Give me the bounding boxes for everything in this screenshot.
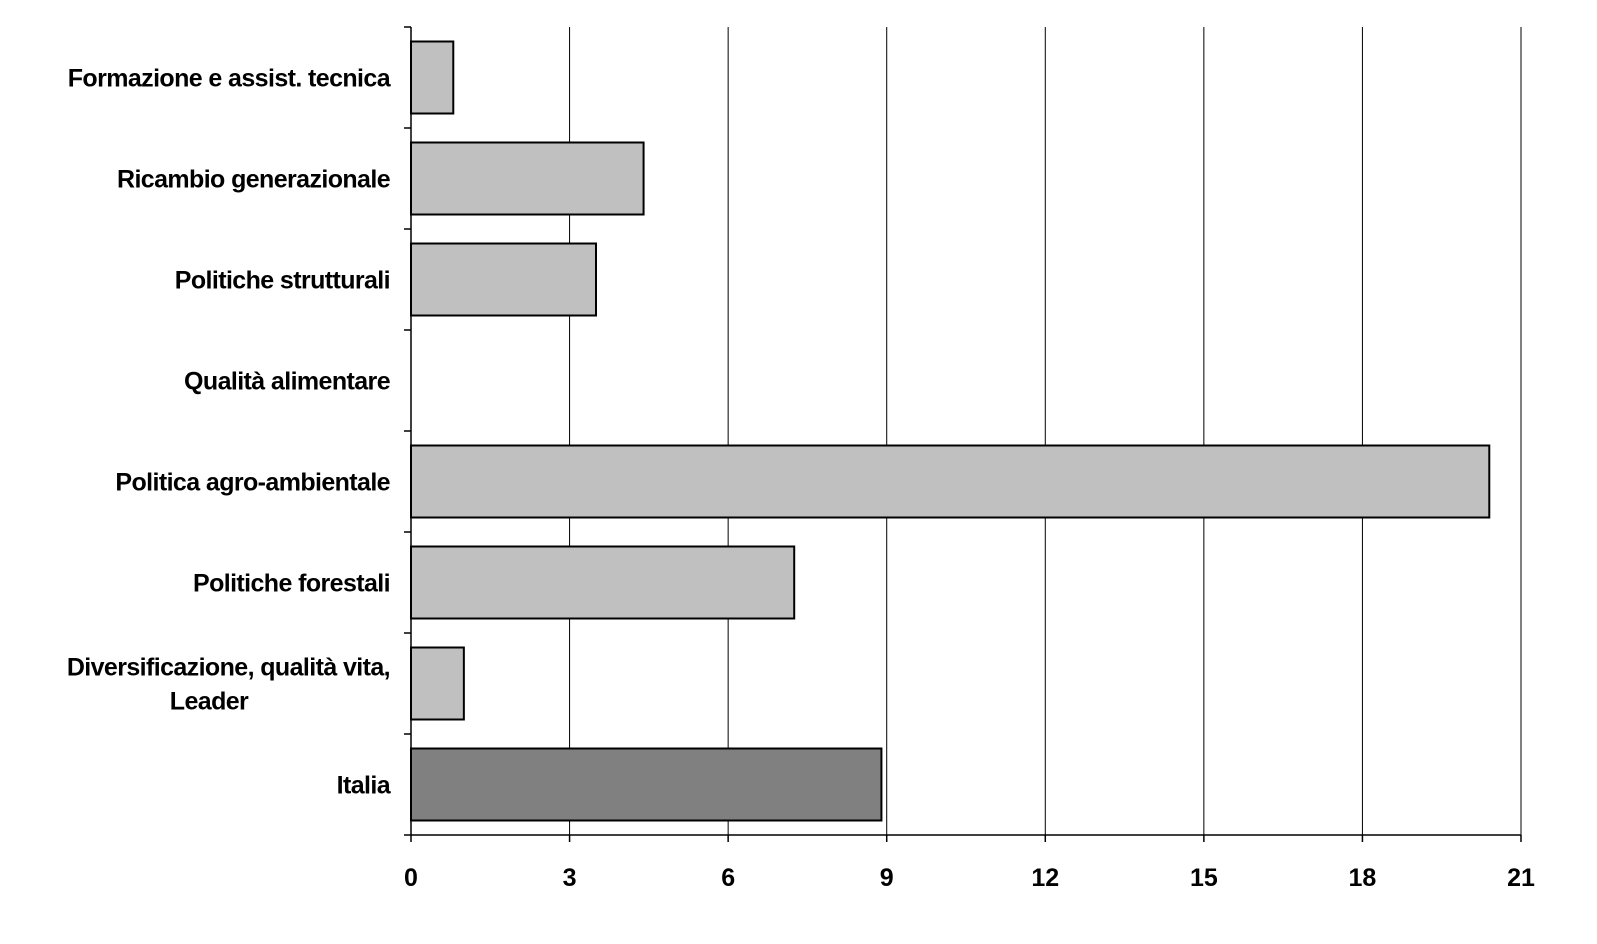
x-tick-label-15: 15: [1190, 864, 1218, 892]
category-label-6-line-1: Leader: [170, 688, 249, 716]
axes: [404, 26, 1522, 842]
gridlines: [569, 27, 1522, 835]
bar-0: [410, 40, 455, 115]
bar-5: [410, 545, 796, 620]
bar-6: [410, 646, 465, 721]
category-label-5: Politiche forestali: [193, 570, 390, 598]
bar-2: [410, 242, 597, 317]
category-label-1: Ricambio generazionale: [117, 166, 391, 194]
category-label-4: Politica agro-ambientale: [115, 469, 390, 497]
category-label-6-line-0: Diversificazione, qualità vita,: [67, 654, 390, 682]
category-label-2: Politiche strutturali: [175, 267, 390, 295]
x-tick-label-3: 3: [563, 864, 577, 892]
labels: 0 3 6 9 12 15 18 21 Formazione e assist. tecnica…: [67, 65, 1535, 893]
x-tick-label-18: 18: [1349, 864, 1377, 892]
bar-4: [410, 444, 1491, 519]
x-tick-label-0: 0: [404, 864, 418, 892]
x-tick-label-21: 21: [1507, 864, 1535, 892]
x-tick-label-9: 9: [880, 864, 894, 892]
category-label-3: Qualità alimentare: [184, 368, 391, 396]
category-label-7: Italia: [337, 772, 392, 800]
x-tick-label-6: 6: [721, 864, 735, 892]
category-label-0: Formazione e assist. tecnica: [68, 65, 392, 93]
bars: [410, 40, 1491, 822]
bar-1: [410, 141, 645, 216]
x-tick-label-12: 12: [1031, 864, 1059, 892]
bar-7: [410, 747, 883, 822]
